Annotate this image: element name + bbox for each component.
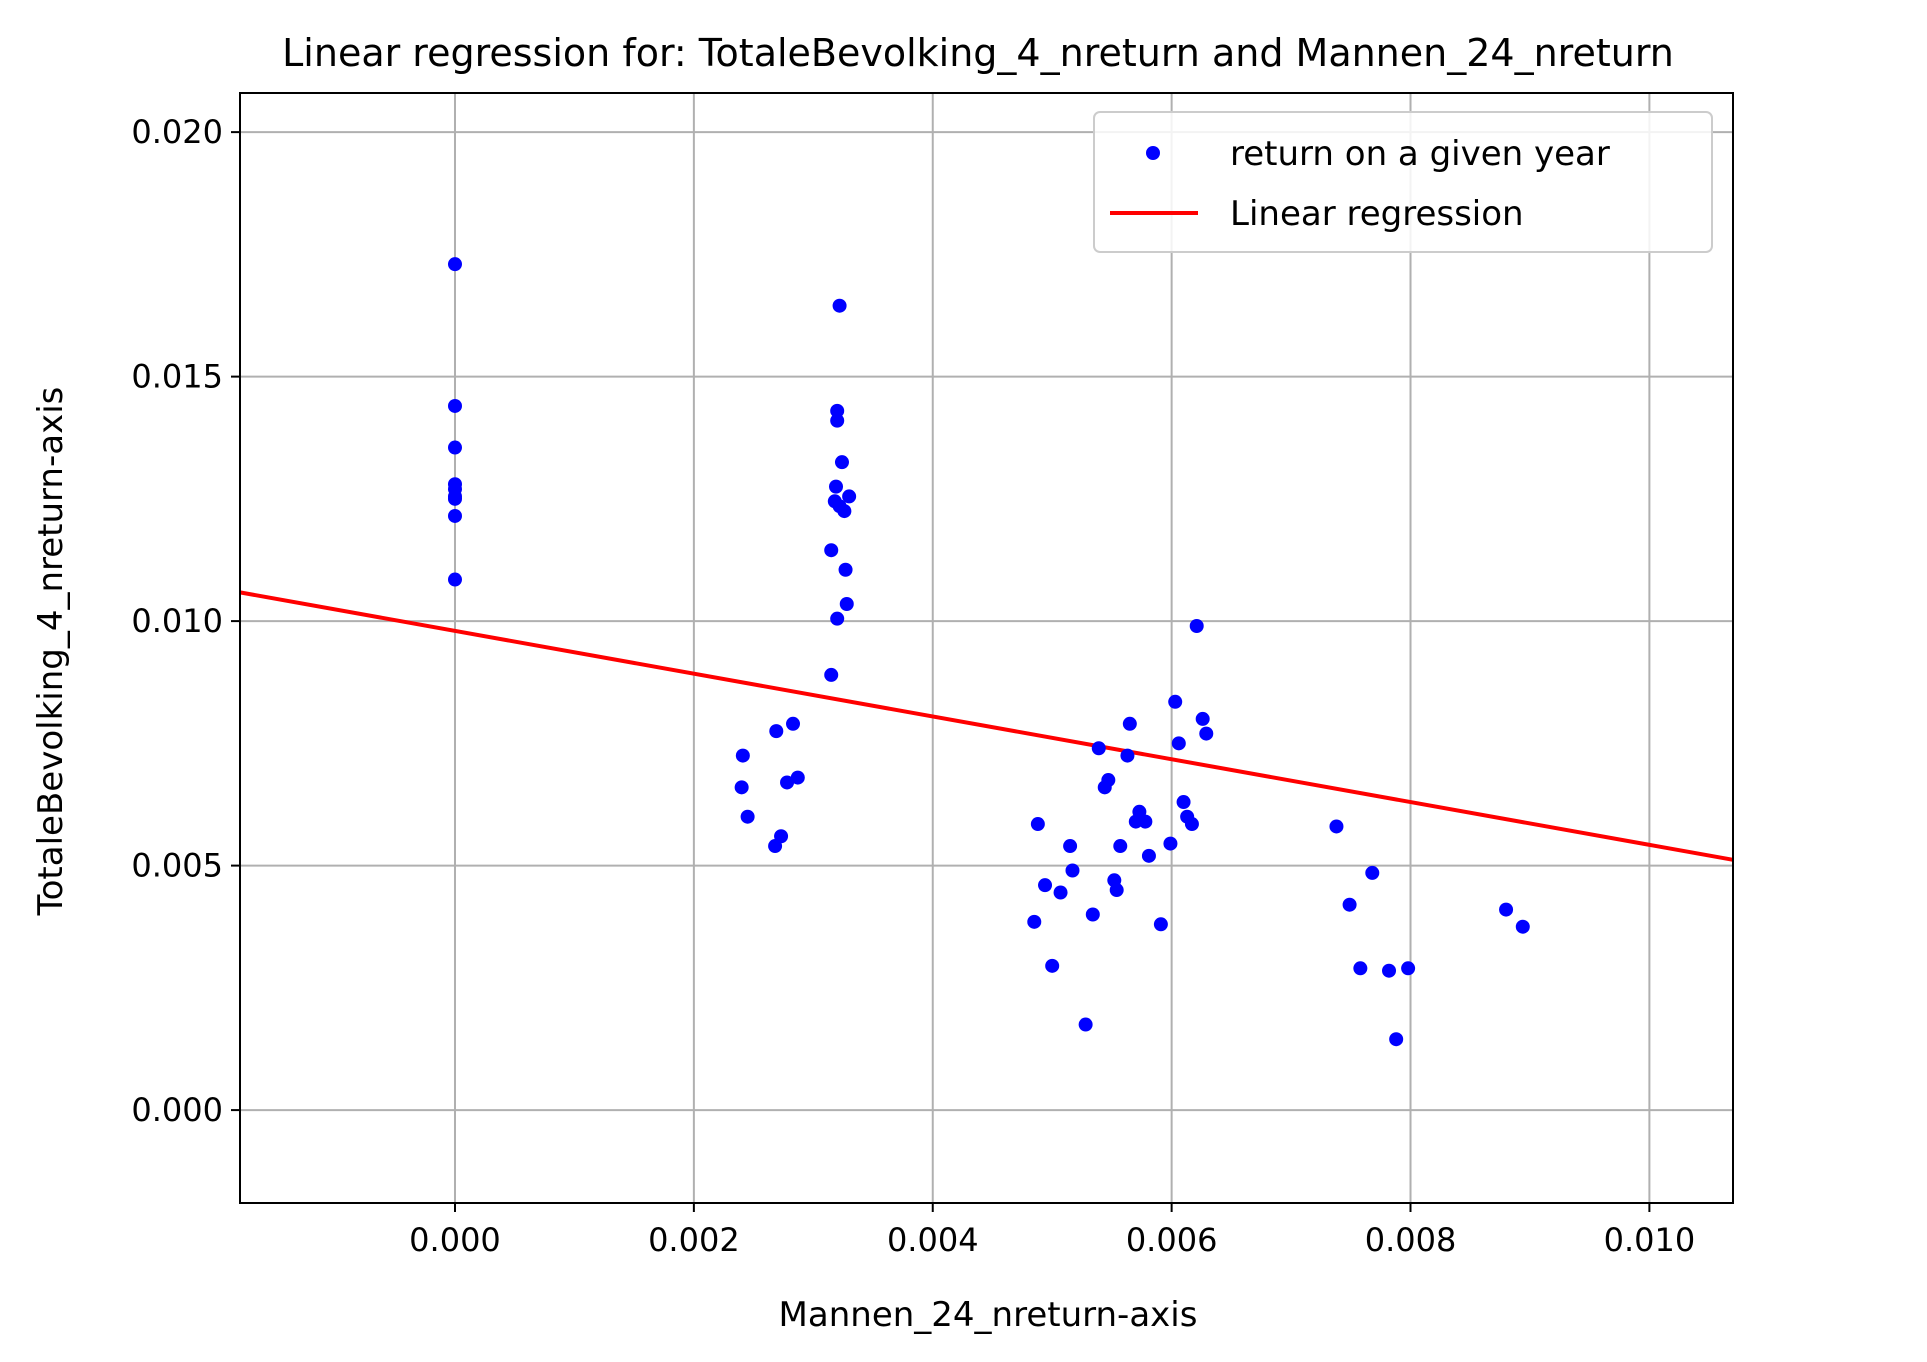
data-point — [1365, 865, 1380, 880]
data-point — [1382, 963, 1397, 978]
x-axis-label: Mannen_24_nreturn-axis — [779, 1295, 1198, 1335]
x-tick-label: 0.000 — [409, 1221, 501, 1259]
data-point — [830, 611, 845, 626]
regression-line — [239, 590, 1734, 862]
data-point — [824, 667, 839, 682]
data-point — [1097, 780, 1112, 795]
data-point — [1171, 736, 1186, 751]
regression-line-layer — [239, 590, 1734, 862]
data-point — [447, 491, 462, 506]
data-point — [735, 748, 750, 763]
y-axis-label: TotaleBevolking_4_nreturn-axis — [31, 387, 71, 917]
data-point — [769, 724, 784, 739]
y-tick-label: 0.005 — [131, 847, 223, 885]
y-tick-label: 0.015 — [131, 358, 223, 396]
data-point — [1063, 839, 1078, 854]
data-point — [1195, 711, 1210, 726]
data-point — [1342, 897, 1357, 912]
x-tick-label: 0.008 — [1365, 1221, 1457, 1259]
data-point — [830, 413, 845, 428]
y-tick-label: 0.020 — [131, 113, 223, 151]
y-tick-label: 0.010 — [131, 602, 223, 640]
data-point — [1389, 1032, 1404, 1047]
data-point — [1515, 919, 1530, 934]
data-point — [1499, 902, 1514, 917]
data-point — [447, 440, 462, 455]
data-point — [447, 398, 462, 413]
data-point — [1113, 839, 1128, 854]
chart-title: Linear regression for: TotaleBevolking_4… — [282, 31, 1674, 75]
data-point — [1329, 819, 1344, 834]
data-point — [829, 479, 844, 494]
data-point — [1401, 961, 1416, 976]
x-tick-label: 0.002 — [648, 1221, 740, 1259]
x-tick-label: 0.004 — [887, 1221, 979, 1259]
data-point — [790, 770, 805, 785]
data-point — [786, 716, 801, 731]
x-tick-label: 0.010 — [1604, 1221, 1696, 1259]
data-point — [1199, 726, 1214, 741]
data-point — [447, 572, 462, 587]
data-point — [734, 780, 749, 795]
data-point — [1153, 917, 1168, 932]
data-point — [740, 809, 755, 824]
data-point — [1065, 863, 1080, 878]
legend-label-scatter: return on a given year — [1230, 134, 1610, 174]
data-point — [1353, 961, 1368, 976]
x-axis-ticks: 0.000 0.002 0.004 0.006 0.008 0.010 — [409, 1203, 1695, 1259]
data-point — [834, 455, 849, 470]
data-point — [1168, 694, 1183, 709]
data-point — [1038, 878, 1053, 893]
grid — [240, 93, 1733, 1203]
data-point — [1189, 618, 1204, 633]
legend-label-line: Linear regression — [1230, 194, 1524, 234]
data-point — [1141, 848, 1156, 863]
y-tick-label: 0.000 — [131, 1091, 223, 1129]
data-point — [1184, 817, 1199, 832]
data-point — [1078, 1017, 1093, 1032]
data-point — [1027, 914, 1042, 929]
data-point — [774, 829, 789, 844]
data-point — [830, 403, 845, 418]
data-point — [1030, 817, 1045, 832]
x-tick-label: 0.006 — [1126, 1221, 1218, 1259]
data-point — [1053, 885, 1068, 900]
data-point — [1045, 958, 1060, 973]
scatter-points — [447, 257, 1530, 1047]
data-point — [447, 508, 462, 523]
y-axis-ticks: 0.000 0.005 0.010 0.015 0.020 — [131, 113, 240, 1129]
data-point — [1085, 907, 1100, 922]
plot-frame — [239, 92, 1734, 1204]
data-point — [837, 504, 852, 519]
data-point — [1176, 795, 1191, 810]
data-point — [447, 257, 462, 272]
legend-box — [1093, 111, 1713, 253]
data-point — [824, 543, 839, 558]
data-point — [842, 489, 857, 504]
data-point — [838, 562, 853, 577]
data-point — [780, 775, 795, 790]
data-point — [1109, 883, 1124, 898]
data-point — [1120, 748, 1135, 763]
data-point — [1122, 716, 1137, 731]
legend-marker-scatter — [1146, 146, 1160, 160]
data-point — [1091, 741, 1106, 756]
data-point — [832, 298, 847, 313]
data-point — [1163, 836, 1178, 851]
data-point — [839, 596, 854, 611]
data-point — [1138, 814, 1153, 829]
legend: return on a given year Linear regression — [1093, 111, 1713, 253]
